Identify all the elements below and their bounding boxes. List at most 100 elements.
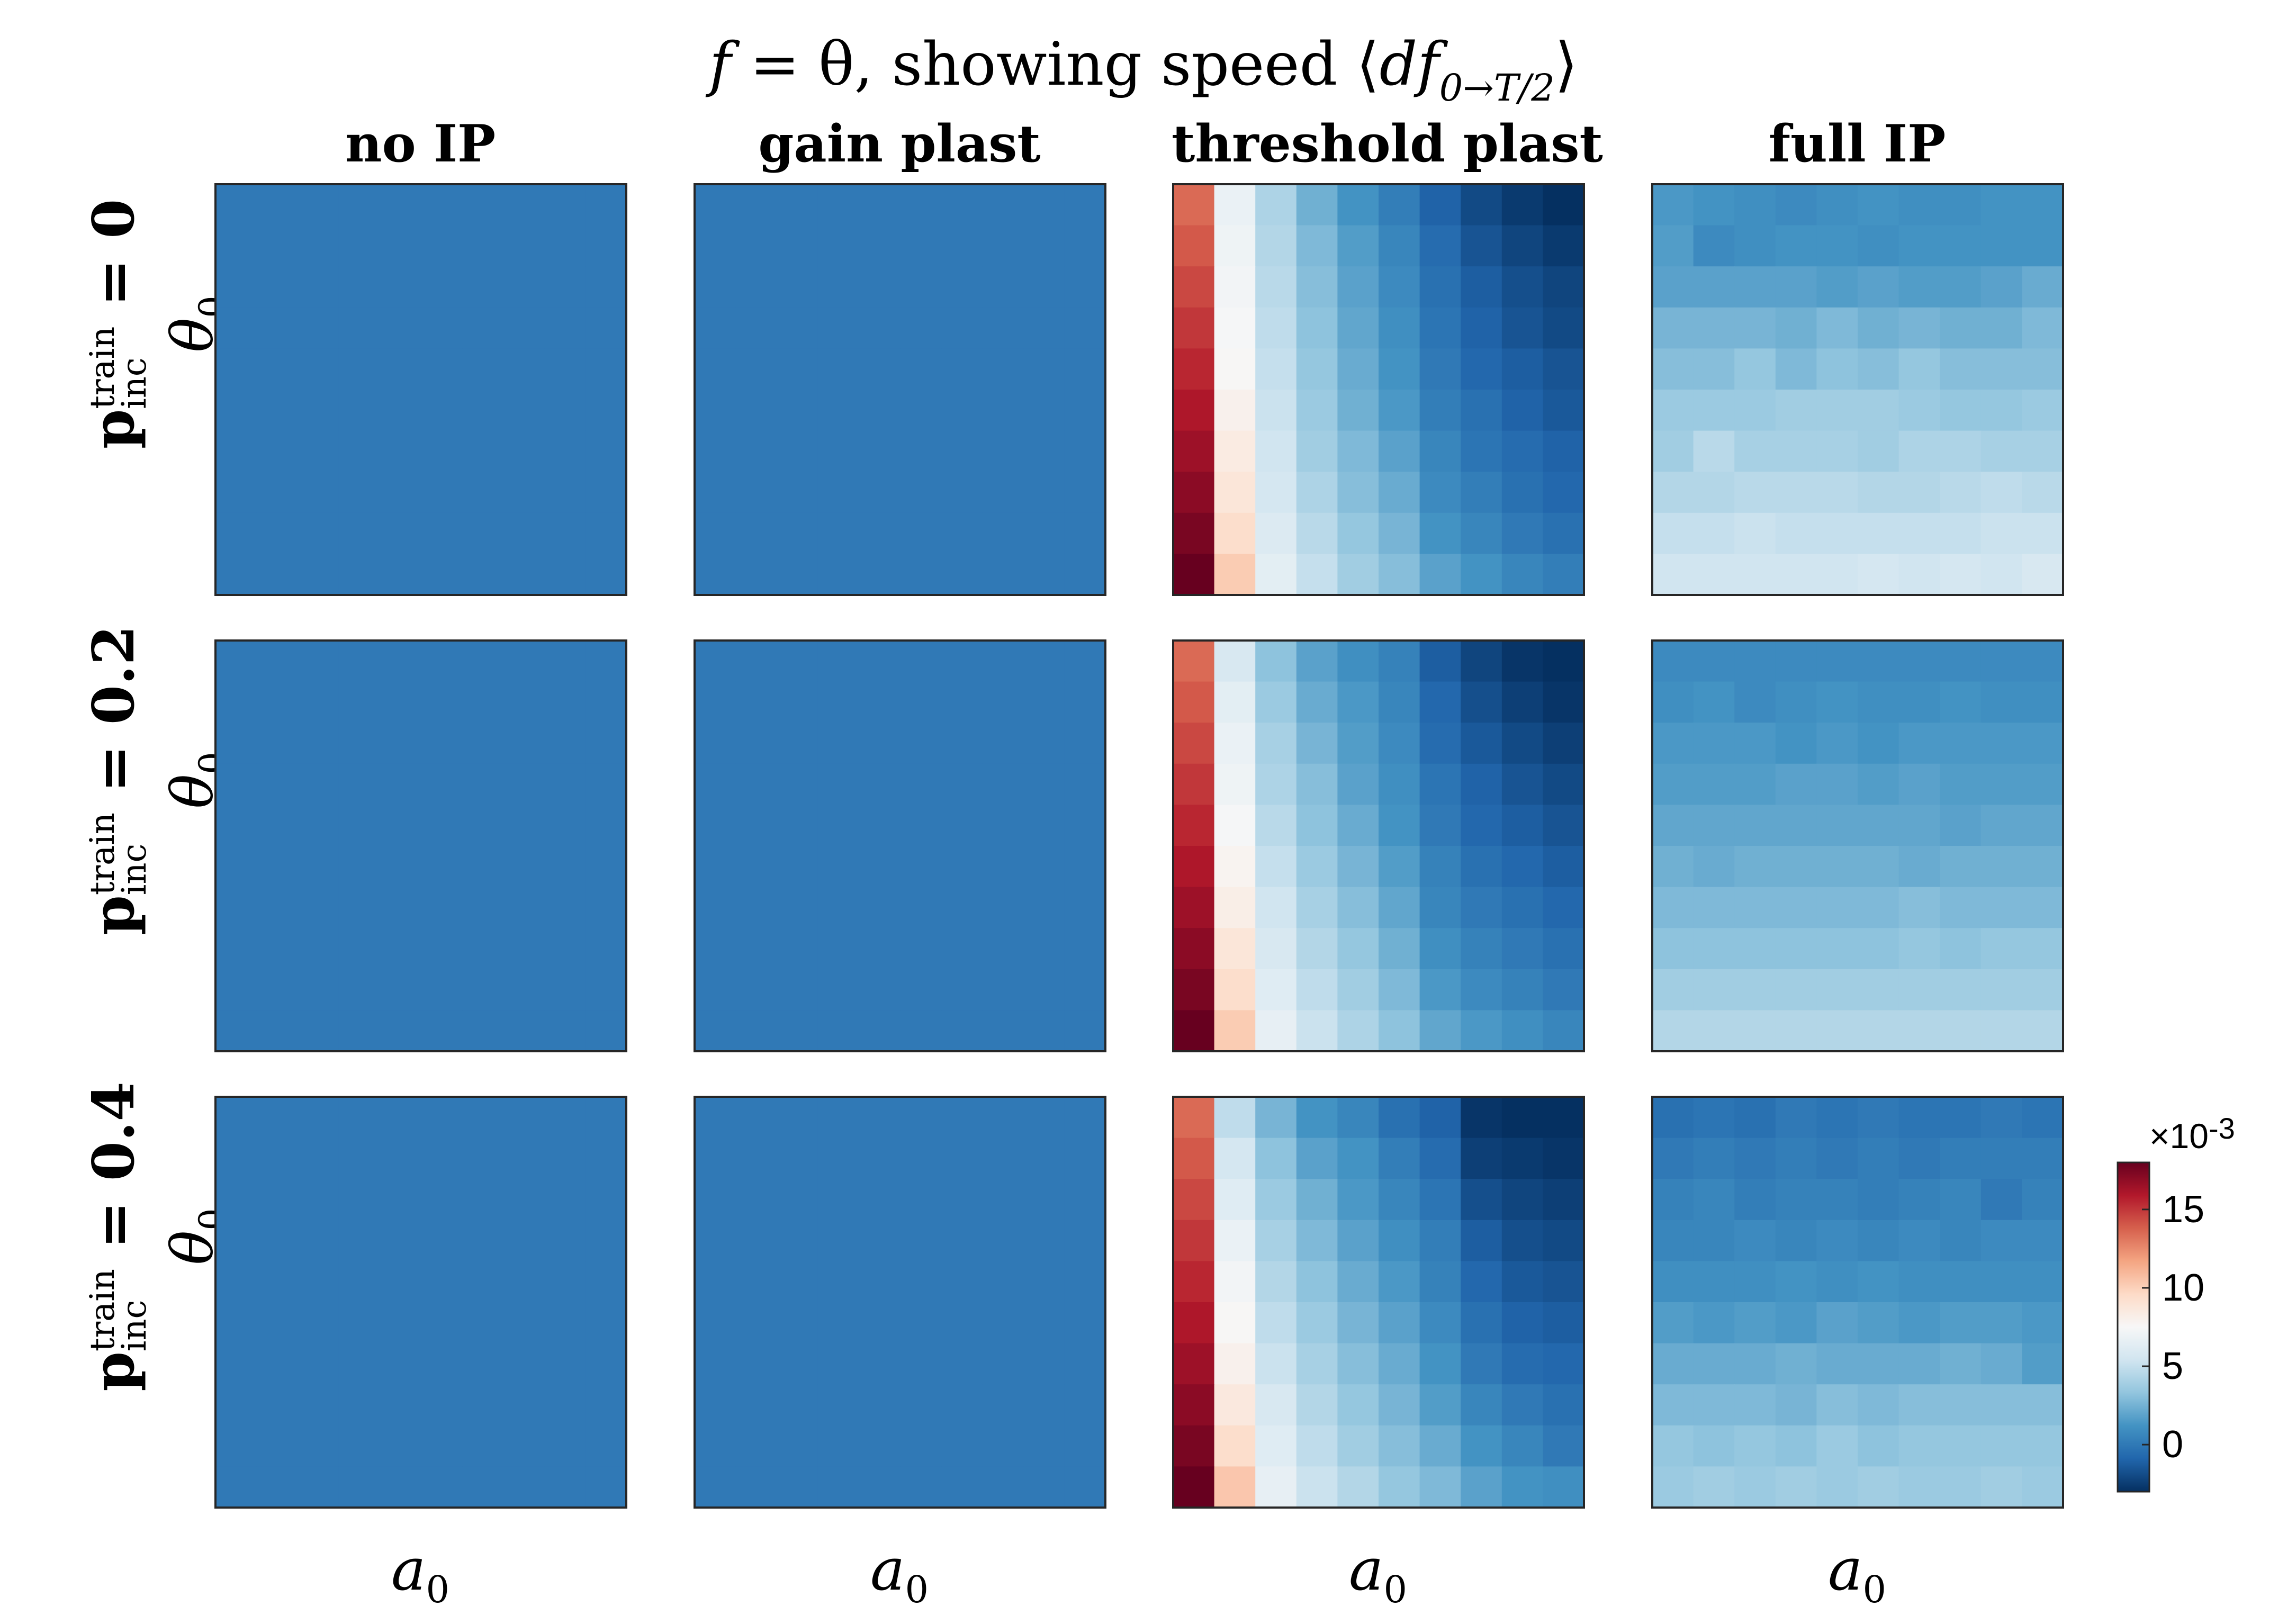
heatmap-cell: [2022, 307, 2064, 349]
heatmap-cell: [1543, 1466, 1584, 1508]
heatmap-cell: [900, 266, 942, 308]
heatmap-cell: [1461, 1010, 1502, 1052]
heatmap-cell: [1693, 1302, 1735, 1344]
heatmap-cell: [1940, 1343, 1982, 1385]
heatmap-cell: [1858, 472, 1899, 513]
heatmap-cell: [1064, 1302, 1106, 1344]
heatmap-cell: [900, 681, 942, 723]
heatmap-cell: [1501, 681, 1543, 723]
heatmap-cell: [1652, 846, 1694, 888]
heatmap-cell: [2022, 640, 2064, 682]
heatmap-cell: [1816, 1097, 1858, 1139]
heatmap-cell: [380, 805, 421, 846]
heatmap-cell: [941, 805, 983, 846]
heatmap-cell: [1023, 554, 1065, 596]
heatmap-cell: [1064, 846, 1106, 888]
heatmap-cell: [817, 846, 859, 888]
heatmap-cell: [1501, 266, 1543, 308]
heatmap-cell: [1898, 430, 1940, 472]
heatmap-cell: [1461, 1466, 1502, 1508]
heatmap-cell: [1337, 390, 1379, 431]
heatmap-cell: [2022, 969, 2064, 1011]
heatmap-cell: [1980, 390, 2022, 431]
heatmap-cell: [1940, 805, 1982, 846]
heatmap-cell: [1543, 1097, 1584, 1139]
heatmap-cell: [1461, 723, 1502, 764]
heatmap-cell: [1816, 1010, 1858, 1052]
heatmap-cell: [1940, 1138, 1982, 1179]
heatmap-cell: [1064, 1010, 1106, 1052]
heatmap-cell: [1816, 1179, 1858, 1221]
heatmap-cell: [982, 307, 1024, 349]
heatmap-cell: [1775, 266, 1817, 308]
heatmap-cell: [1898, 1261, 1940, 1303]
heatmap-cell: [1501, 928, 1543, 970]
heatmap-cell: [1693, 1466, 1735, 1508]
heatmap-cell: [695, 1097, 736, 1139]
heatmap-cell: [1064, 1384, 1106, 1426]
panel-border: [1651, 1096, 2064, 1509]
heatmap-cell: [298, 554, 339, 596]
heatmap-cell: [2022, 928, 2064, 970]
heatmap-cell: [1693, 266, 1735, 308]
heatmap-cell: [503, 723, 545, 764]
heatmap-cell: [1296, 266, 1338, 308]
heatmap-cell: [1734, 723, 1776, 764]
heatmap-cell: [298, 681, 339, 723]
heatmap-cell: [735, 1179, 777, 1221]
heatmap-cell: [585, 390, 627, 431]
heatmap-cell: [1379, 184, 1420, 226]
heatmap-cell: [1379, 1384, 1420, 1426]
heatmap-cell: [1337, 554, 1379, 596]
heatmap-cell: [777, 928, 818, 970]
heatmap-cell: [777, 472, 818, 513]
heatmap-cell: [1337, 1179, 1379, 1221]
heatmap-cell: [1379, 307, 1420, 349]
heatmap-cell: [1296, 430, 1338, 472]
heatmap-cell: [256, 723, 298, 764]
heatmap-cell: [2022, 1261, 2064, 1303]
heatmap-cell: [817, 1010, 859, 1052]
heatmap-cell: [941, 266, 983, 308]
heatmap-cell: [695, 805, 736, 846]
heatmap-cell: [1940, 184, 1982, 226]
heatmap-cell: [1734, 307, 1776, 349]
x-axis-label-col-1: a0: [870, 1536, 929, 1611]
heatmap-cell: [1775, 763, 1817, 805]
heatmap-cell: [1379, 472, 1420, 513]
heatmap-cell: [1501, 887, 1543, 928]
heatmap-cell: [900, 805, 942, 846]
heatmap-cell: [215, 554, 257, 596]
heatmap-cell: [777, 1302, 818, 1344]
heatmap-cell: [1898, 640, 1940, 682]
heatmap-cell: [338, 512, 380, 554]
heatmap-cell: [859, 1384, 901, 1426]
heatmap-cell: [695, 307, 736, 349]
heatmap-cell: [1734, 887, 1776, 928]
heatmap-cell: [1296, 1261, 1338, 1303]
heatmap-panel-r1-c0: [214, 639, 627, 1052]
heatmap-cell: [503, 928, 545, 970]
heatmap-cell: [1980, 969, 2022, 1011]
heatmap-cell: [1693, 1220, 1735, 1261]
heatmap-cell: [777, 225, 818, 267]
heatmap-cell: [1419, 763, 1461, 805]
heatmap-cell: [338, 184, 380, 226]
heatmap-cell: [421, 723, 463, 764]
heatmap-cell: [1023, 1466, 1065, 1508]
heatmap-cell: [1379, 1220, 1420, 1261]
heatmap-cell: [817, 1097, 859, 1139]
heatmap-cell: [544, 805, 586, 846]
heatmap-cell: [1501, 1138, 1543, 1179]
heatmap-cell: [298, 307, 339, 349]
heatmap-panel-r1-c1: [694, 639, 1106, 1052]
heatmap-cell: [1337, 1384, 1379, 1426]
heatmap-cell: [859, 1466, 901, 1508]
heatmap-cell: [1858, 1179, 1899, 1221]
heatmap-cell: [777, 307, 818, 349]
heatmap-cell: [777, 763, 818, 805]
heatmap-cell: [859, 928, 901, 970]
heatmap-cell: [1064, 266, 1106, 308]
heatmap-cell: [1693, 805, 1735, 846]
heatmap-cell: [2022, 1138, 2064, 1179]
